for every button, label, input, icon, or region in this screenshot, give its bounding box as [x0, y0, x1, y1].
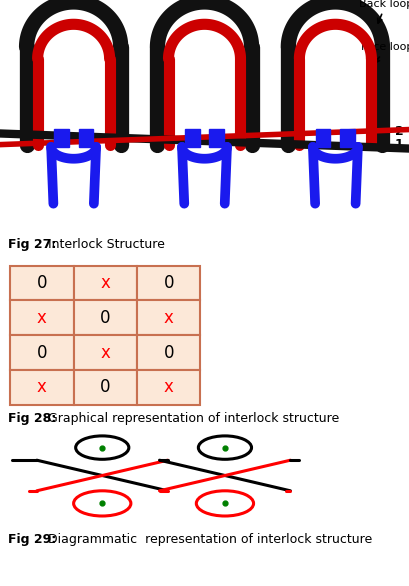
Text: 0: 0 — [100, 379, 110, 396]
Text: x: x — [164, 309, 174, 327]
Text: x: x — [37, 309, 47, 327]
Text: Fig 28:: Fig 28: — [8, 412, 56, 425]
Text: Fig 27:: Fig 27: — [8, 237, 56, 250]
Text: x: x — [100, 274, 110, 292]
Bar — [54, 130, 69, 147]
Text: Graphical representation of interlock structure: Graphical representation of interlock st… — [44, 412, 339, 425]
Text: 0: 0 — [164, 343, 174, 362]
Text: 2: 2 — [395, 125, 403, 138]
Bar — [340, 130, 355, 147]
Text: 1: 1 — [395, 138, 403, 151]
Text: Interlock Structure: Interlock Structure — [44, 237, 165, 250]
FancyBboxPatch shape — [137, 301, 200, 335]
FancyBboxPatch shape — [10, 265, 74, 301]
FancyBboxPatch shape — [74, 370, 137, 405]
Text: Diagrammatic  representation of interlock structure: Diagrammatic representation of interlock… — [44, 533, 373, 547]
Text: 0: 0 — [164, 274, 174, 292]
FancyBboxPatch shape — [137, 370, 200, 405]
Bar — [209, 130, 224, 147]
FancyBboxPatch shape — [74, 335, 137, 370]
Text: Back loop: Back loop — [359, 0, 409, 23]
Text: 0: 0 — [37, 343, 47, 362]
Bar — [79, 130, 93, 147]
Text: 0: 0 — [37, 274, 47, 292]
Text: Face loop: Face loop — [361, 42, 409, 63]
Text: x: x — [100, 343, 110, 362]
FancyBboxPatch shape — [10, 335, 74, 370]
FancyBboxPatch shape — [10, 370, 74, 405]
Bar — [316, 130, 330, 147]
Text: x: x — [164, 379, 174, 396]
Text: Fig 29:: Fig 29: — [8, 533, 56, 547]
FancyBboxPatch shape — [74, 301, 137, 335]
FancyBboxPatch shape — [137, 335, 200, 370]
Text: 0: 0 — [100, 309, 110, 327]
FancyBboxPatch shape — [74, 265, 137, 301]
FancyBboxPatch shape — [137, 265, 200, 301]
FancyBboxPatch shape — [10, 301, 74, 335]
Bar — [185, 130, 200, 147]
Text: x: x — [37, 379, 47, 396]
